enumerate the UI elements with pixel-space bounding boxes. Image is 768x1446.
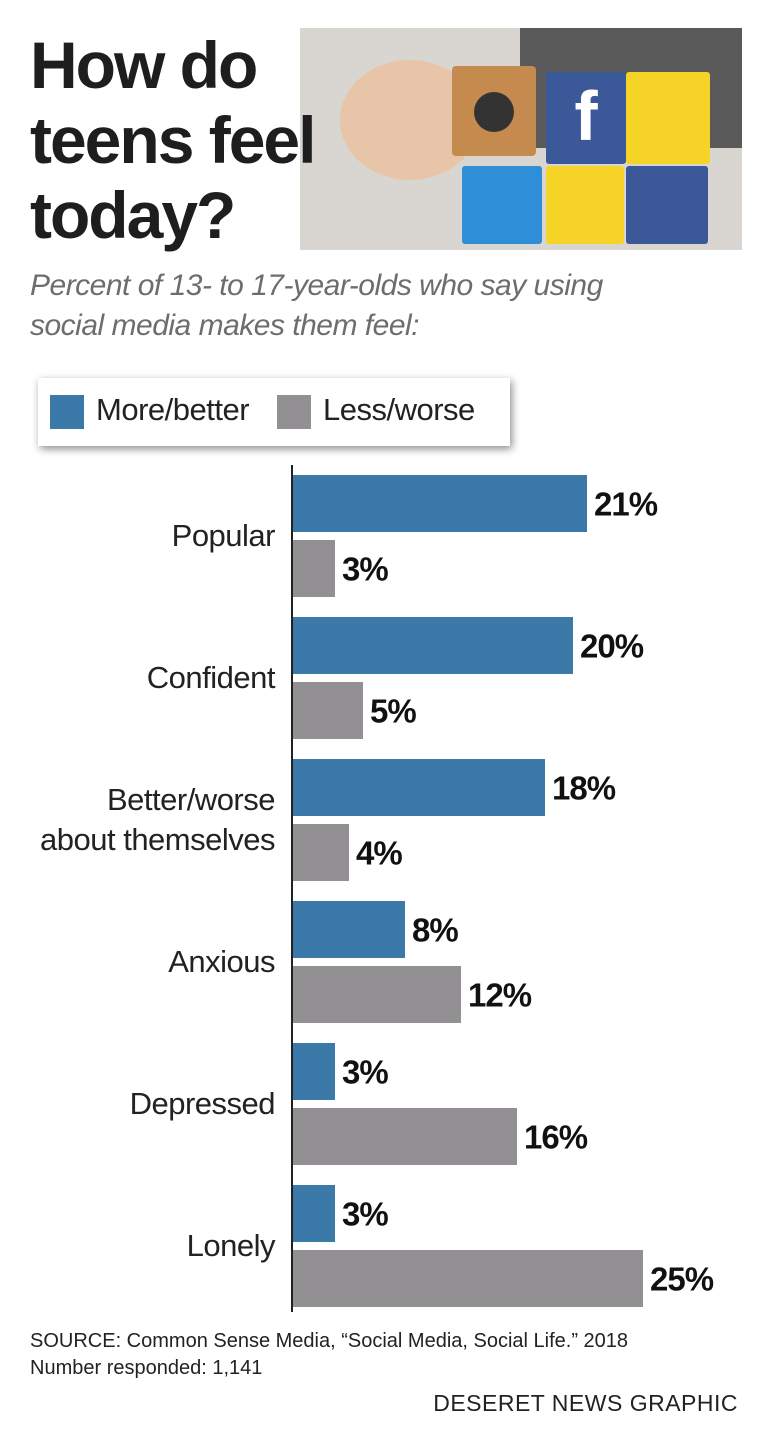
value-label: 3% xyxy=(342,1054,388,1091)
category-label: Lonely xyxy=(186,1228,276,1263)
category-label: Popular xyxy=(171,518,276,553)
bar xyxy=(293,540,335,597)
value-label: 12% xyxy=(468,977,532,1014)
value-label: 8% xyxy=(412,912,458,949)
bar xyxy=(293,1108,517,1165)
bar xyxy=(293,1185,335,1242)
bar xyxy=(293,1250,643,1307)
value-label: 5% xyxy=(370,693,416,730)
value-label: 21% xyxy=(594,486,658,523)
category-label: Depressed xyxy=(129,1086,276,1121)
category-label: Anxious xyxy=(168,944,275,979)
category-label: Better/worse about themselves xyxy=(40,782,275,857)
note: Number responded: 1,141 xyxy=(30,1357,263,1379)
bar xyxy=(293,966,461,1023)
bar xyxy=(293,824,349,881)
legend: More/better Less/worse xyxy=(38,378,510,446)
svg-text:f: f xyxy=(574,77,598,155)
value-label: 16% xyxy=(524,1119,588,1156)
bar xyxy=(293,617,573,674)
source: SOURCE: Common Sense Media, “Social Medi… xyxy=(30,1330,629,1352)
bar xyxy=(293,1043,335,1100)
value-label: 18% xyxy=(552,770,616,807)
bar xyxy=(293,475,587,532)
value-label: 3% xyxy=(342,551,388,588)
legend-label: More/better xyxy=(96,392,250,427)
bar xyxy=(293,759,545,816)
category-label: Confident xyxy=(146,660,276,695)
subtitle: Percent of 13- to 17-year-olds who say u… xyxy=(30,269,603,342)
bar xyxy=(293,901,405,958)
value-label: 3% xyxy=(342,1196,388,1233)
chart-title: How do teens feel today? xyxy=(30,28,316,252)
legend-swatch xyxy=(277,395,311,429)
bar xyxy=(293,682,363,739)
value-label: 4% xyxy=(356,835,402,872)
header-photo: f xyxy=(300,28,742,250)
value-label: 25% xyxy=(650,1261,714,1298)
value-label: 20% xyxy=(580,628,644,665)
legend-swatch xyxy=(50,395,84,429)
legend-label: Less/worse xyxy=(323,392,475,427)
credit: DESERET NEWS GRAPHIC xyxy=(433,1390,738,1416)
